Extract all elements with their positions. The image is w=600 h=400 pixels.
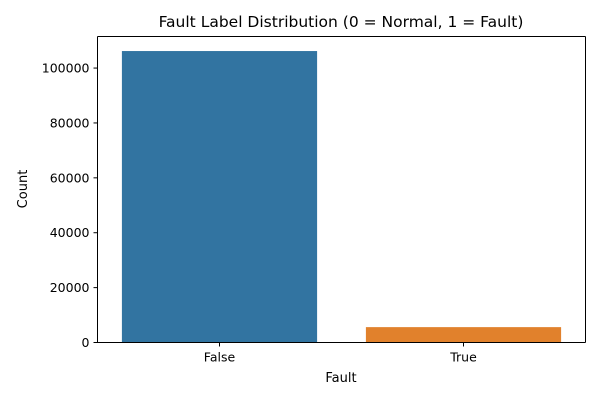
x-tick-label: True (449, 350, 477, 365)
bar-false (121, 51, 318, 343)
y-axis-label: Count (16, 170, 31, 209)
y-tick-label: 100000 (42, 61, 90, 76)
x-axis-label: Fault (325, 371, 356, 386)
y-tick-label: 0 (82, 335, 90, 350)
x-tick-label: False (204, 350, 236, 365)
bars-group (121, 51, 562, 343)
y-tick-label: 80000 (50, 115, 90, 130)
y-tick-label: 60000 (50, 170, 90, 185)
y-axis-ticks: 0 20000 40000 60000 80000 100000 (42, 61, 98, 350)
plot-area: False True 0 20000 40000 60000 80000 100000 (42, 36, 586, 365)
bar-true (365, 327, 562, 343)
x-axis-ticks: False True (204, 342, 477, 365)
chart-title: Fault Label Distribution (0 = Normal, 1 … (159, 13, 524, 31)
y-tick-label: 20000 (50, 280, 90, 295)
y-tick-label: 40000 (50, 225, 90, 240)
